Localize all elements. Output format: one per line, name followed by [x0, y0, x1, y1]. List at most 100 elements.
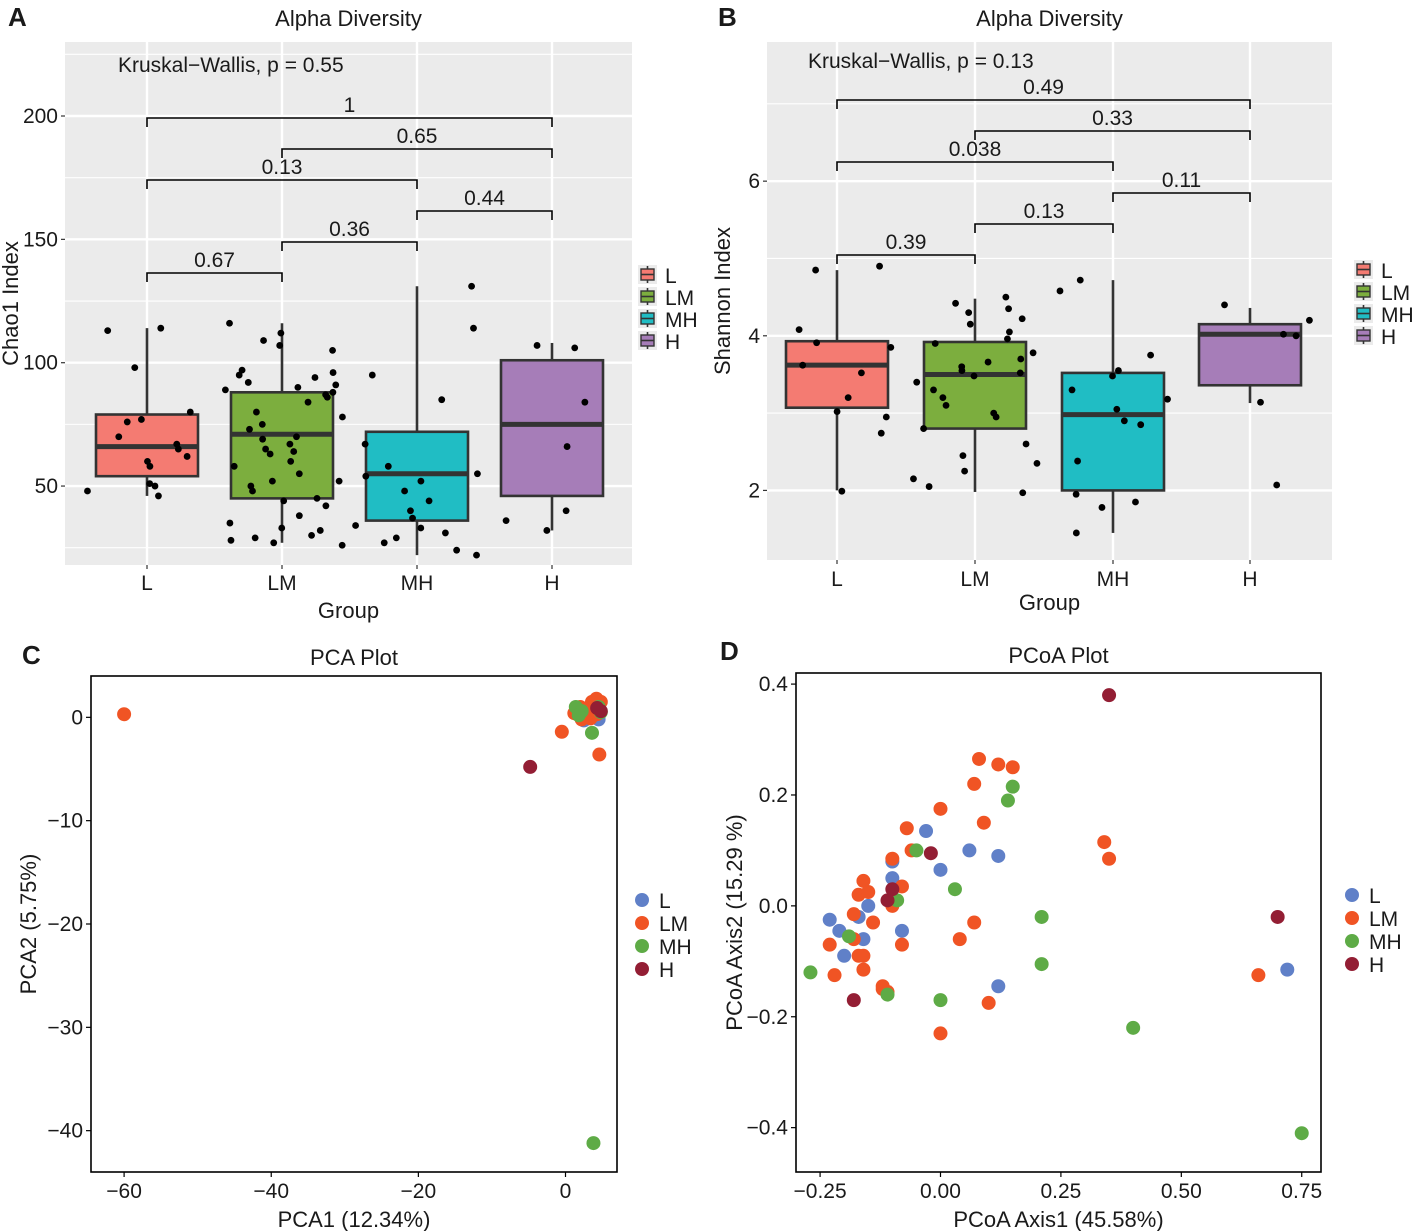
- data-point: [1029, 349, 1037, 357]
- bracket-pvalue: 0.39: [886, 231, 927, 254]
- panel-letter: D: [720, 636, 739, 666]
- data-point: [183, 453, 191, 460]
- data-point: [268, 477, 276, 485]
- data-point: [913, 378, 921, 386]
- data-point: [1109, 372, 1116, 380]
- point-LM: [846, 907, 861, 922]
- point-MH: [1126, 1020, 1141, 1035]
- bracket-pvalue: 0.44: [464, 187, 505, 210]
- point-L: [837, 948, 852, 963]
- data-point: [1257, 398, 1264, 406]
- point-LM: [885, 851, 900, 866]
- data-point: [990, 409, 998, 417]
- data-point: [563, 443, 571, 450]
- data-point: [352, 522, 359, 529]
- point-H: [1270, 909, 1285, 924]
- point-LM: [851, 948, 866, 963]
- y-tick-label: 50: [35, 475, 58, 498]
- x-tick-label: MH: [401, 572, 434, 595]
- data-point: [1019, 489, 1027, 497]
- point-MH: [803, 965, 818, 980]
- point-L: [861, 898, 876, 913]
- legend-label: L: [665, 265, 677, 288]
- data-point: [1072, 529, 1080, 537]
- significance-bracket: [146, 179, 418, 189]
- bracket-pvalue: 0.49: [1023, 76, 1064, 99]
- legend-marker: [1345, 957, 1359, 971]
- point-LM: [933, 1026, 948, 1041]
- data-point: [473, 551, 480, 559]
- point-MH: [933, 993, 948, 1008]
- significance-bracket: [1112, 192, 1251, 202]
- data-point: [1056, 287, 1064, 295]
- data-point: [813, 339, 821, 347]
- x-tick-label: −40: [253, 1180, 289, 1203]
- data-point: [1113, 405, 1121, 413]
- x-tick-label: MH: [1097, 568, 1130, 591]
- point-LM: [976, 815, 991, 830]
- point-LM: [894, 937, 909, 952]
- panel-c: C PCA Plot 0 −10 −20 −30 −40 −60 −40 −20 0 PCA1 (12…: [16, 640, 692, 1231]
- point-MH: [1034, 957, 1049, 972]
- data-point: [799, 361, 807, 369]
- data-point: [1132, 498, 1139, 506]
- legend-label: H: [665, 331, 680, 354]
- significance-bracket: [281, 148, 553, 158]
- x-tick-label: LM: [960, 568, 989, 591]
- data-point: [910, 475, 917, 483]
- panel-letter: B: [718, 2, 737, 32]
- data-point: [1072, 490, 1080, 498]
- point-MH: [841, 929, 856, 944]
- point-H: [846, 993, 861, 1008]
- y-axis-title: PCoA Axis2 (15.29 %): [722, 814, 747, 1030]
- data-point: [966, 320, 974, 328]
- kruskal-wallis-annotation: Kruskal−Wallis, p = 0.55: [118, 54, 344, 77]
- data-point: [470, 324, 477, 332]
- data-point: [221, 386, 229, 394]
- y-tick-label: 4: [748, 325, 760, 348]
- bracket-pvalue: 0.36: [329, 218, 370, 241]
- data-point: [1002, 293, 1010, 301]
- data-point: [952, 299, 959, 307]
- point-LM: [861, 885, 876, 900]
- bracket-pvalue: 0.33: [1092, 107, 1133, 130]
- data-point: [930, 386, 937, 394]
- y-tick-label: −0.4: [747, 1117, 789, 1140]
- data-point: [157, 324, 165, 332]
- data-point: [259, 435, 267, 443]
- data-point: [1280, 330, 1287, 338]
- data-point: [833, 408, 841, 415]
- x-tick-label: H: [1242, 568, 1257, 591]
- data-point: [838, 487, 846, 495]
- plot-background: [767, 42, 1332, 560]
- point-LM: [933, 801, 948, 816]
- y-tick-label: −20: [47, 913, 83, 936]
- data-point: [417, 524, 425, 532]
- legend-label: MH: [1369, 931, 1402, 954]
- data-point: [335, 477, 343, 485]
- data-point: [322, 391, 330, 399]
- significance-bracket: [146, 272, 283, 282]
- point-LM: [866, 915, 881, 930]
- legend-label: L: [1381, 260, 1393, 283]
- point-MH: [909, 843, 924, 858]
- data-point: [339, 413, 346, 421]
- point-LM: [967, 776, 982, 791]
- y-axis-title: Chao1 Index: [0, 241, 23, 366]
- data-point: [332, 381, 340, 389]
- data-point: [984, 358, 992, 366]
- point-MH: [1034, 909, 1049, 924]
- x-tick-label: 0.75: [1281, 1180, 1322, 1203]
- legend-label: LM: [659, 913, 688, 936]
- point-LM: [856, 962, 871, 977]
- data-point: [174, 445, 182, 453]
- data-point: [961, 467, 969, 475]
- data-point: [244, 379, 252, 386]
- data-point: [965, 309, 973, 316]
- data-point: [1164, 395, 1171, 403]
- point-H: [590, 701, 605, 716]
- data-point: [1004, 335, 1011, 343]
- point-LM: [981, 995, 996, 1010]
- data-point: [286, 440, 294, 448]
- data-point: [293, 433, 300, 441]
